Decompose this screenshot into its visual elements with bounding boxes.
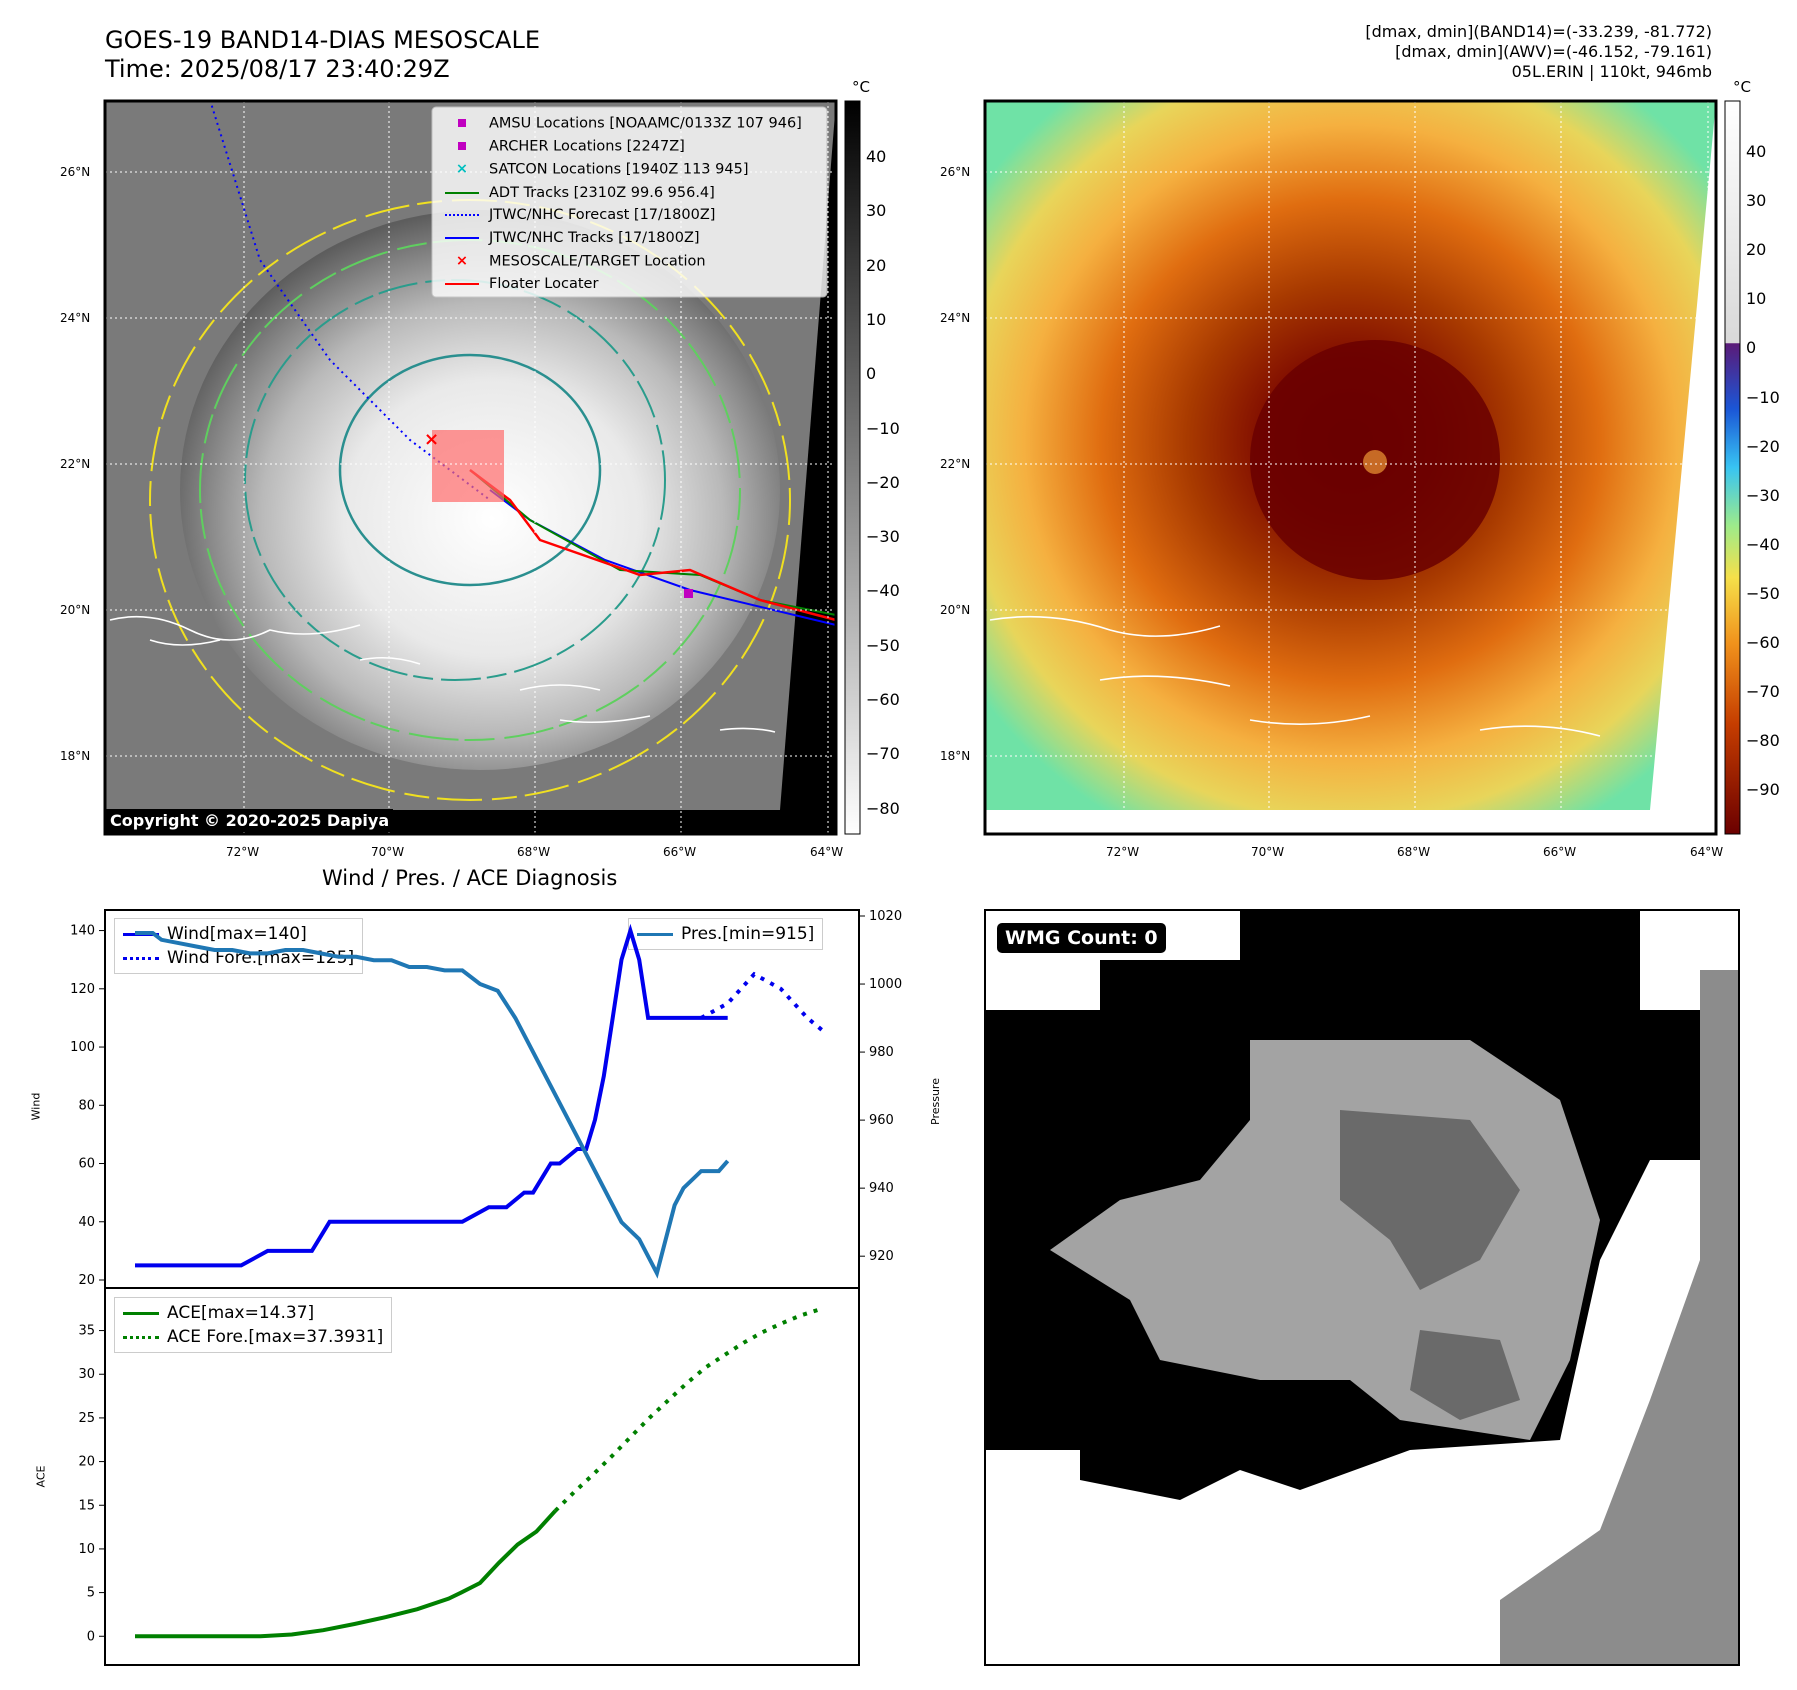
wind-y-tick: 40 (78, 1215, 95, 1230)
coastlines-right (989, 615, 1601, 737)
target-marker: × (424, 429, 439, 450)
colorbar-right (1724, 100, 1741, 835)
figure-title: GOES-19 BAND14-DIAS MESOSCALE Time: 2025… (105, 26, 540, 84)
ace-y-tick: 15 (78, 1498, 95, 1513)
amsu-marker (684, 589, 693, 598)
pres-y-tick: 940 (869, 1181, 894, 1196)
ace-y-tick: 20 (78, 1455, 95, 1470)
wmg-dark-2 (1410, 1330, 1520, 1420)
right-grid (985, 101, 1716, 834)
ace-y-tick: 10 (78, 1542, 95, 1557)
ace-series-line-1 (553, 1307, 820, 1513)
pres-y-tick: 960 (869, 1113, 894, 1128)
pres-y-tick: 920 (869, 1249, 894, 1264)
wmg-east-gray (1500, 970, 1739, 1665)
wind-y-tick: 20 (78, 1273, 95, 1288)
wind-y-tick: 120 (70, 982, 95, 997)
wind-y-tick: 140 (70, 924, 95, 939)
forecast-track (209, 99, 491, 501)
ace-y-tick: 0 (87, 1629, 95, 1644)
map-right-border (983, 99, 1718, 836)
map-legend (431, 106, 828, 298)
wmg-panel (984, 909, 1740, 1666)
wmg-border (984, 909, 1740, 1666)
ace-y-tick: 30 (78, 1367, 95, 1382)
pres-y-tick: 980 (869, 1045, 894, 1060)
wind-y-tick: 60 (78, 1157, 95, 1172)
series-line-0 (135, 923, 728, 1268)
series-line-1 (700, 971, 827, 1035)
wind-y-tick: 80 (78, 1098, 95, 1113)
ace-y-tick: 35 (78, 1324, 95, 1339)
title-line-1: GOES-19 BAND14-DIAS MESOSCALE (105, 26, 541, 54)
floater-track (469, 469, 837, 622)
info-line-1: [dmax, dmin](BAND14)=(-33.239, -81.772) (1365, 22, 1712, 41)
map-right (983, 99, 1718, 836)
pres-y-tick: 1020 (869, 909, 902, 924)
coastlines (109, 615, 776, 733)
ace-series-line-0 (135, 1509, 557, 1639)
ace-y-tick: 25 (78, 1411, 95, 1426)
info-line-3: 05L.ERIN | 110kt, 946mb (1511, 62, 1712, 81)
title-line-2: Time: 2025/08/17 23:40:29Z (105, 55, 450, 83)
colorbar-left (844, 100, 861, 835)
series-line-2 (135, 931, 730, 1279)
contour-76 (338, 353, 602, 587)
eye (1363, 450, 1387, 474)
storm-info: [dmax, dmin](BAND14)=(-33.239, -81.772) … (1365, 22, 1712, 82)
ace-y-tick: 5 (87, 1586, 95, 1601)
wind-y-tick: 100 (70, 1040, 95, 1055)
pres-y-tick: 1000 (869, 977, 902, 992)
wmg-dark (1340, 1110, 1520, 1290)
map-left: × (103, 99, 838, 836)
map-left-border (103, 99, 838, 836)
mesoscale-box (432, 430, 504, 502)
info-line-2: [dmax, dmin](AWV)=(-46.152, -79.161) (1395, 42, 1712, 61)
